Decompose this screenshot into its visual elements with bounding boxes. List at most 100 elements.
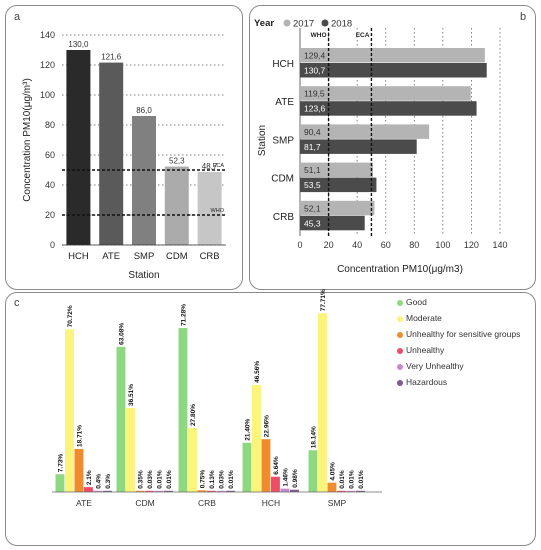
bar-value-label-c: 0.03%: [219, 470, 226, 489]
bar-value-label-c: 0.98%: [292, 469, 299, 488]
x-tick-a: CDM: [166, 251, 188, 262]
x-tick-c: CRB: [198, 498, 216, 508]
legend-label-c: Moderate: [406, 313, 442, 323]
x-tick-b: 80: [409, 240, 419, 250]
legend-swatch-c: [397, 347, 403, 354]
legend-item-c: Hazardous: [397, 377, 447, 387]
bar-value-label-c: 70.72%: [67, 305, 74, 327]
legend-item-c: Very Unhealthy: [397, 361, 464, 371]
x-tick-c: SMP: [328, 498, 347, 508]
legend-label-b: 2018: [331, 19, 352, 30]
bar-b-ate-2017: [300, 86, 471, 101]
ref-label-a: ECA: [213, 163, 225, 169]
bar-value-label-c: 0.13%: [209, 470, 216, 489]
bar-value-label-b: 130,7: [304, 66, 326, 76]
y-tick-b: SMP: [272, 135, 294, 146]
legend-swatch-b: [283, 19, 291, 27]
bar-value-label-c: 2.1%: [86, 470, 93, 485]
bar-value-label-c: 1.46%: [283, 468, 290, 487]
y-tick-a: 0: [50, 240, 55, 250]
legend-swatch-b: [321, 19, 329, 27]
bar-b-hch-2017: [300, 48, 485, 63]
bar-c-hch-0: [242, 442, 252, 492]
legend-label-c: Unhealthy for sensitive groups: [406, 329, 521, 339]
bar-value-label-a: 52,3: [169, 157, 185, 166]
bar-c-crb-5: [226, 490, 235, 492]
x-tick-a: HCH: [68, 251, 89, 262]
bar-value-label-c: 0.35%: [138, 470, 145, 489]
legend-item-c: Good: [397, 297, 427, 307]
x-tick-a: SMP: [134, 251, 155, 262]
y-tick-a: 140: [40, 30, 55, 40]
bar-value-label-c: 0.01%: [228, 470, 235, 489]
y-tick-a: 100: [40, 90, 55, 100]
bar-c-ate-1: [65, 329, 74, 492]
x-tick-b: 100: [435, 240, 450, 250]
bar-c-smp-4: [346, 490, 356, 492]
bar-b-crb-2017: [300, 200, 375, 216]
panel-letter-a: a: [14, 11, 21, 23]
y-tick-a: 60: [45, 150, 55, 160]
legend-label-c: Very Unhealthy: [406, 361, 464, 371]
legend-label-c: Hazardous: [406, 377, 448, 387]
y-tick-a: 40: [45, 180, 55, 190]
legend-item-c: Unhealthy: [397, 345, 444, 355]
bar-value-label-c: 18.14%: [311, 426, 318, 448]
bar-b-smp-2017: [300, 124, 430, 139]
x-tick-b: 0: [297, 240, 302, 250]
bar-c-cdm-1: [126, 408, 135, 492]
legend-label-c: Good: [406, 297, 427, 307]
x-tick-c: HCH: [262, 498, 280, 508]
bar-c-crb-1: [188, 428, 197, 492]
bar-value-label-b: 53,5: [304, 180, 321, 190]
y-tick-b: CDM: [271, 174, 294, 185]
bar-c-hch-2: [261, 439, 271, 492]
bar-value-label-c: 0.01%: [349, 470, 356, 489]
bar-value-label-c: 7.73%: [58, 454, 65, 473]
bar-c-cdm-2: [135, 490, 145, 492]
legend-item-c: Moderate: [397, 313, 442, 323]
chart-c: 7.73% 70.72% 18.71% 2.1% 0.4% 0.3% ATE 63.08% 36…: [52, 289, 382, 508]
bar-value-label-c: 0.03%: [147, 470, 154, 489]
bar-c-cdm-5: [164, 490, 173, 492]
x-tick-b: 40: [352, 240, 362, 250]
bar-value-label-c: 0.4%: [96, 474, 103, 489]
panel-c: c: [5, 292, 536, 546]
bar-value-label-b: 129,4: [304, 51, 326, 61]
bar-c-hch-3: [271, 476, 280, 492]
bar-c-ate-5: [103, 490, 112, 492]
y-tick-a: 80: [45, 120, 55, 130]
bar-value-label-b: 51,1: [304, 165, 321, 175]
legend-label-b: 2017: [293, 19, 314, 30]
bar-c-crb-4: [216, 490, 226, 492]
x-tick-a: CRB: [200, 251, 220, 262]
bar-value-label-c: 46.56%: [254, 361, 261, 383]
bar-b-cdm-2017: [300, 162, 373, 178]
bar-c-hch-5: [290, 489, 299, 492]
bar-value-label-c: 18.71%: [77, 425, 84, 447]
bar-value-label-c: 21.40%: [245, 419, 252, 441]
bar-c-ate-0: [55, 474, 65, 492]
chart-a: 0 20 40 60 80 100 120 140 130,0 HCH 121,6 ATE 86,0 SM…: [22, 30, 226, 281]
bar-b-ate-2018: [300, 101, 477, 116]
x-axis-title-b: Concentration PM10(μg/m3): [337, 264, 463, 275]
x-axis-title-a: Station: [128, 270, 159, 281]
bar-a-smp: [132, 116, 156, 245]
bar-a-ate: [99, 62, 124, 245]
panel-letter-b: b: [520, 11, 527, 23]
bar-value-label-c: 71.28%: [181, 304, 188, 326]
bar-c-cdm-0: [116, 346, 126, 492]
bar-c-smp-3: [337, 490, 346, 492]
x-tick-b: 60: [381, 240, 391, 250]
bar-c-ate-3: [84, 487, 93, 492]
bar-a-crb: [197, 171, 222, 245]
chart-b: 0 20 40 60 80 100 120 140 129,4 130,7 HCH 119,5 123,…: [254, 18, 508, 275]
bar-b-hch-2018: [300, 63, 487, 78]
x-tick-c: ATE: [76, 498, 92, 508]
bar-c-crb-2: [197, 490, 207, 492]
x-tick-b: 20: [324, 240, 334, 250]
legend-swatch-c: [397, 363, 403, 370]
bar-value-label-c: 0.01%: [166, 470, 173, 489]
bar-value-label-b: 45,3: [304, 218, 321, 228]
bar-value-label-b: 123,6: [304, 104, 326, 114]
